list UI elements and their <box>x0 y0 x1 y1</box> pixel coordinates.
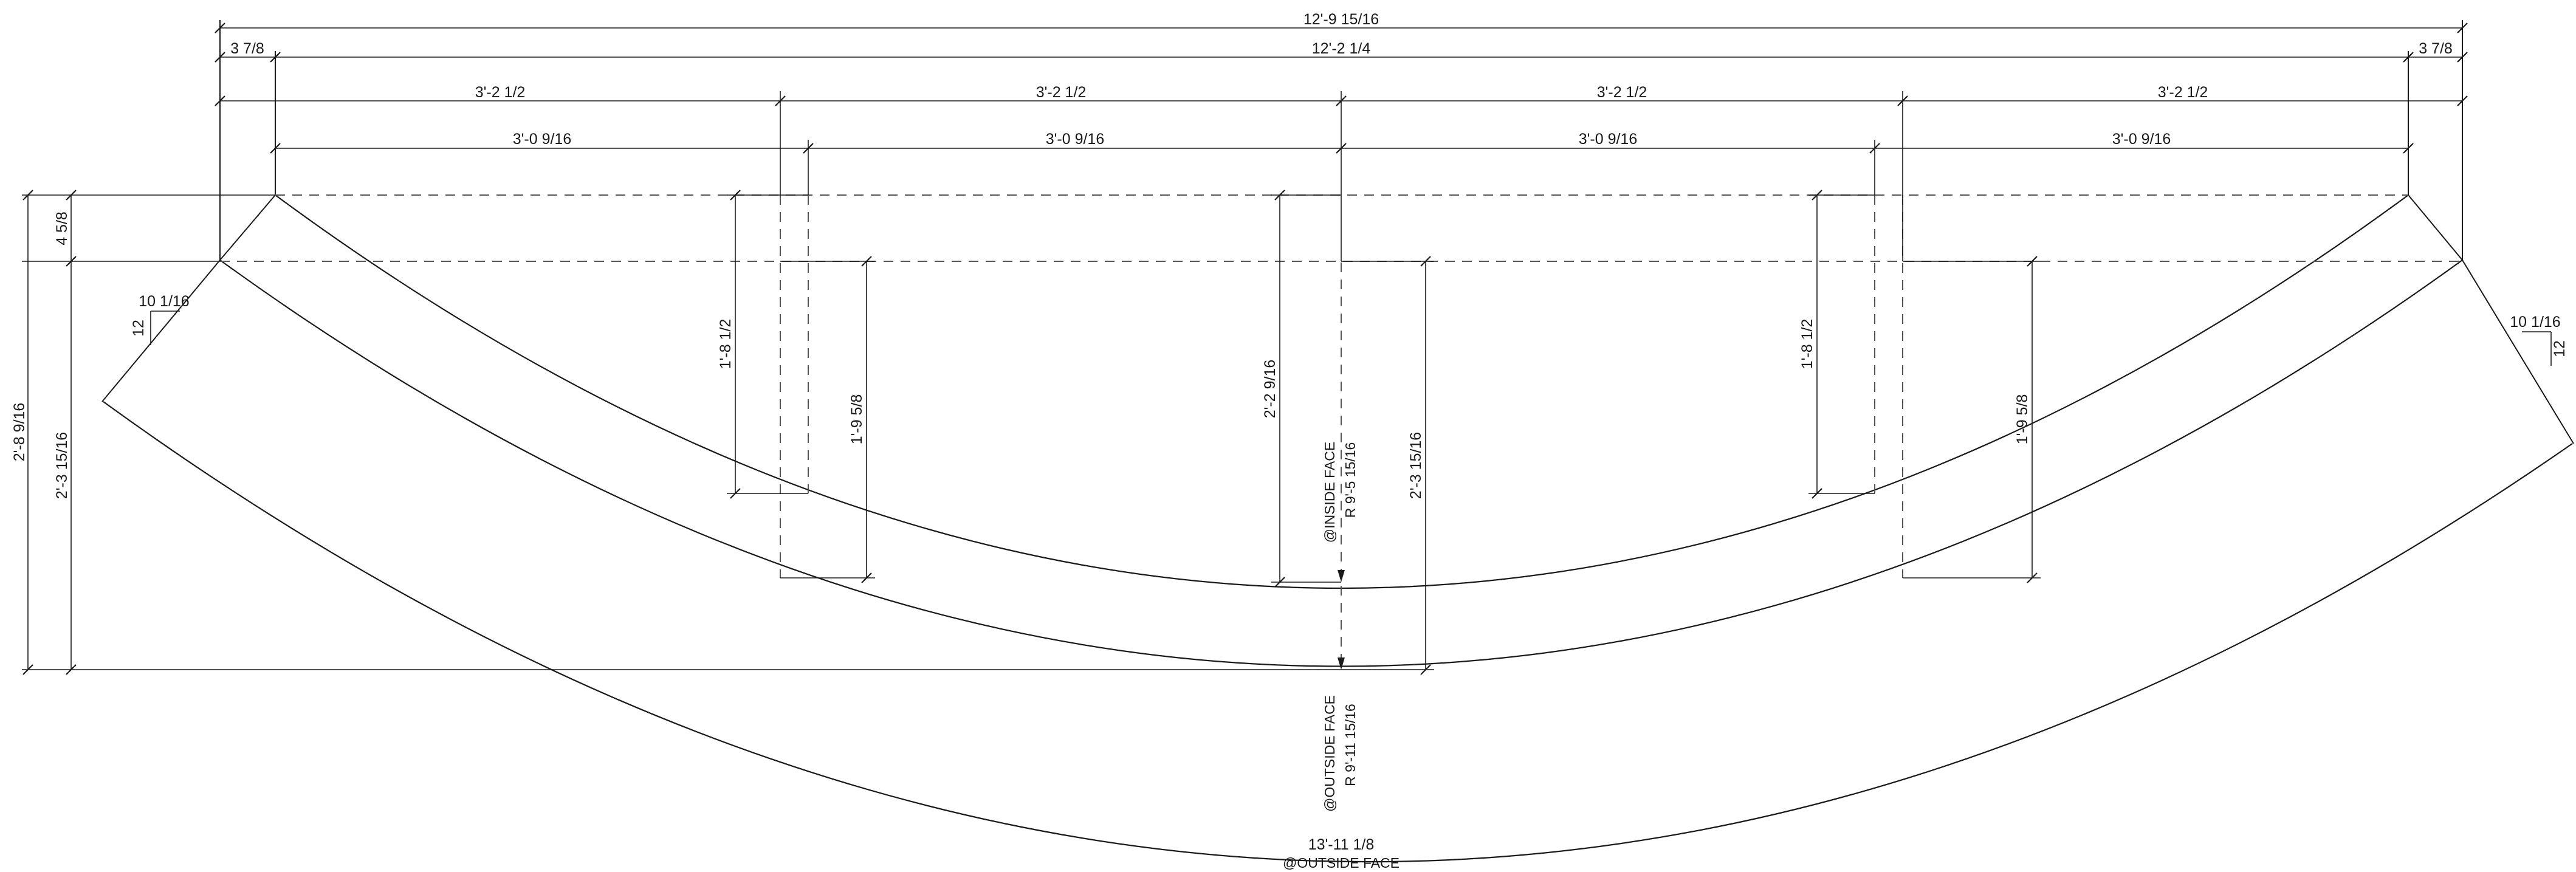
right-sag-outside-label: 1'-9 5/8 <box>2014 394 2031 445</box>
left-sag-inside-label: 1'-8 1/2 <box>717 319 734 369</box>
tick <box>2403 52 2414 63</box>
left-sag-outside-label: 1'-9 5/8 <box>848 394 865 445</box>
tick <box>2457 22 2468 33</box>
center-depth-label: 2'-2 9/16 <box>1262 360 1279 419</box>
tick <box>1336 95 1347 106</box>
right-offset-label: 3 7/8 <box>2419 40 2453 57</box>
bottom-arc-length-label: 13'-11 1/8 <box>1308 836 1375 853</box>
tick <box>730 190 741 201</box>
tick <box>861 256 872 267</box>
inside-face-label: @INSIDE FACE <box>1322 442 1338 543</box>
tick <box>803 143 814 154</box>
inside-width-label: 12'-2 1/4 <box>1312 40 1371 57</box>
tick <box>215 95 225 106</box>
left-slope-line <box>101 259 221 402</box>
tick <box>2027 256 2038 267</box>
tick <box>2457 95 2468 106</box>
tick <box>1274 577 1285 588</box>
left-slope-run: 12 <box>130 320 147 337</box>
sag-dimensions: 1'-8 1/2 1'-9 5/8 2'-2 9/16 2'-3 15/16 1… <box>717 190 2041 675</box>
tick <box>1897 95 1908 106</box>
right-slope-line <box>2462 259 2574 444</box>
right-slope-rise: 10 1/16 <box>2510 314 2560 331</box>
segment-3-label: 3'-2 1/2 <box>1597 84 1647 101</box>
outside-arc <box>103 401 2573 863</box>
outside-face-label: @OUTSIDE FACE <box>1322 695 1338 812</box>
tick <box>861 572 872 583</box>
tick <box>66 664 77 675</box>
left-dimensions: 2'-8 9/16 4 5/8 2'-3 15/16 10 1/16 12 <box>11 190 1341 675</box>
tick <box>22 664 33 675</box>
curved-geometry <box>101 20 2574 863</box>
inside-radius-arrow <box>1338 570 1345 582</box>
left-end-line <box>219 194 276 261</box>
left-slope-rise: 10 1/16 <box>139 293 189 310</box>
right-end-line <box>2408 194 2463 261</box>
inner-segment-3-label: 3'-0 9/16 <box>1579 131 1638 148</box>
right-slope: 10 1/16 12 <box>2510 314 2568 366</box>
left-offset-label: 3 7/8 <box>230 40 264 57</box>
outside-radius-label: R 9'-11 15/16 <box>1342 704 1358 786</box>
segment-2-label: 3'-2 1/2 <box>1036 84 1087 101</box>
inner-segment-2-label: 3'-0 9/16 <box>1046 131 1105 148</box>
right-slope-run: 12 <box>2551 340 2568 357</box>
tick <box>22 190 33 201</box>
tick <box>2027 572 2038 583</box>
center-depth-outside-label: 2'-3 15/16 <box>1407 432 1424 499</box>
top-dimensions: 12'-9 15/16 3 7/8 12'-2 1/4 3 7/8 3'-2 1… <box>215 11 2468 261</box>
outside-radius-arrow <box>1338 657 1345 670</box>
tick <box>66 190 77 201</box>
tick <box>1274 190 1285 201</box>
tick <box>215 52 225 63</box>
right-sag-inside-label: 1'-8 1/2 <box>1799 319 1816 369</box>
bottom-arc-dimension: 13'-11 1/8 @OUTSIDE FACE <box>1283 836 1400 871</box>
total-depth-label: 2'-8 9/16 <box>11 403 28 462</box>
tick <box>270 52 281 63</box>
inside-arc <box>275 194 2409 589</box>
tick <box>270 143 281 154</box>
tick <box>1812 190 1822 201</box>
tick <box>730 488 741 499</box>
inner-segment-1-label: 3'-0 9/16 <box>513 131 572 148</box>
tick <box>1869 143 1880 154</box>
segment-4-label: 3'-2 1/2 <box>2158 84 2208 101</box>
bottom-note-label: @OUTSIDE FACE <box>1283 855 1400 871</box>
segment-1-label: 3'-2 1/2 <box>475 84 526 101</box>
tick <box>215 22 225 33</box>
tick <box>775 95 786 106</box>
tick <box>1420 256 1431 267</box>
inside-radius-label: R 9'-5 15/16 <box>1342 442 1358 518</box>
tick <box>66 256 77 267</box>
tick <box>2457 52 2468 63</box>
top-offset-label: 4 5/8 <box>53 211 70 245</box>
left-depth-label: 2'-3 15/16 <box>53 432 70 499</box>
tick <box>2403 143 2414 154</box>
tick <box>1812 488 1822 499</box>
overall-width-label: 12'-9 15/16 <box>1303 11 1379 28</box>
tick <box>1336 143 1347 154</box>
radius-annotations: @INSIDE FACE R 9'-5 15/16 @OUTSIDE FACE … <box>1322 442 1358 812</box>
tick <box>1420 664 1431 675</box>
inner-segment-4-label: 3'-0 9/16 <box>2112 131 2171 148</box>
reference-lines <box>220 194 2462 668</box>
